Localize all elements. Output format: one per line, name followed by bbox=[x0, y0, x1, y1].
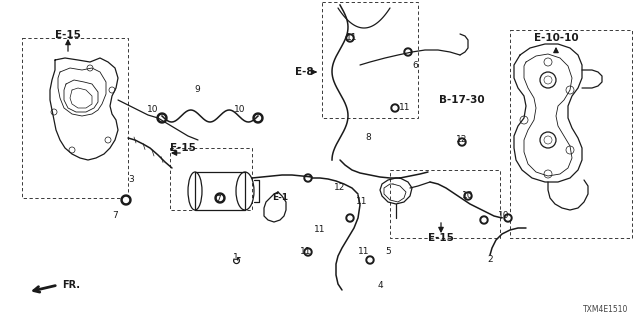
Text: 7: 7 bbox=[215, 196, 221, 204]
Polygon shape bbox=[466, 194, 470, 198]
Polygon shape bbox=[306, 250, 310, 254]
Polygon shape bbox=[215, 193, 225, 203]
Text: 5: 5 bbox=[385, 247, 391, 257]
Text: 11: 11 bbox=[356, 197, 368, 206]
Polygon shape bbox=[504, 214, 512, 222]
Text: 10: 10 bbox=[499, 212, 509, 220]
Polygon shape bbox=[406, 50, 410, 54]
Text: TXM4E1510: TXM4E1510 bbox=[582, 305, 628, 314]
Bar bbox=[322, 2, 418, 118]
Polygon shape bbox=[346, 214, 354, 222]
Polygon shape bbox=[121, 195, 131, 205]
Polygon shape bbox=[348, 216, 352, 220]
Polygon shape bbox=[124, 197, 129, 203]
Text: ↺: ↺ bbox=[231, 257, 241, 267]
Polygon shape bbox=[304, 174, 312, 182]
Polygon shape bbox=[366, 256, 374, 264]
Polygon shape bbox=[464, 192, 472, 200]
Text: E-8: E-8 bbox=[294, 67, 314, 77]
Text: E-1: E-1 bbox=[272, 194, 288, 203]
Text: 11: 11 bbox=[358, 247, 370, 257]
Text: 9: 9 bbox=[194, 85, 200, 94]
Text: 6: 6 bbox=[412, 60, 418, 69]
Polygon shape bbox=[460, 140, 464, 144]
Text: 12: 12 bbox=[456, 135, 468, 145]
Text: B-17-30: B-17-30 bbox=[439, 95, 485, 105]
Bar bbox=[510, 30, 632, 238]
Bar bbox=[22, 38, 128, 198]
Polygon shape bbox=[368, 258, 372, 262]
Text: E-15: E-15 bbox=[170, 143, 196, 153]
Text: 11: 11 bbox=[314, 226, 326, 235]
Polygon shape bbox=[404, 48, 412, 56]
Polygon shape bbox=[255, 116, 260, 121]
Text: 8: 8 bbox=[365, 133, 371, 142]
Polygon shape bbox=[458, 138, 466, 146]
Polygon shape bbox=[304, 248, 312, 256]
Bar bbox=[170, 148, 252, 210]
Text: 2: 2 bbox=[487, 255, 493, 265]
Text: 3: 3 bbox=[128, 175, 134, 185]
Text: 10: 10 bbox=[234, 106, 246, 115]
Polygon shape bbox=[306, 176, 310, 180]
Text: FR.: FR. bbox=[62, 280, 80, 290]
Polygon shape bbox=[346, 34, 354, 42]
Polygon shape bbox=[506, 216, 510, 220]
Polygon shape bbox=[157, 113, 167, 123]
Polygon shape bbox=[480, 216, 488, 224]
Polygon shape bbox=[393, 106, 397, 110]
Polygon shape bbox=[253, 113, 263, 123]
Text: 11: 11 bbox=[346, 34, 358, 43]
Text: 10: 10 bbox=[462, 190, 474, 199]
Text: 11: 11 bbox=[300, 247, 312, 257]
Polygon shape bbox=[218, 196, 223, 201]
Text: E-10-10: E-10-10 bbox=[534, 33, 579, 43]
Polygon shape bbox=[391, 104, 399, 112]
Text: 7: 7 bbox=[112, 211, 118, 220]
Text: 1: 1 bbox=[233, 253, 239, 262]
Polygon shape bbox=[482, 218, 486, 222]
Text: E-15: E-15 bbox=[55, 30, 81, 40]
Text: 12: 12 bbox=[334, 183, 346, 193]
Text: 11: 11 bbox=[399, 103, 411, 113]
Text: E-15: E-15 bbox=[428, 233, 454, 243]
Text: 10: 10 bbox=[147, 106, 159, 115]
Bar bbox=[390, 170, 500, 238]
Polygon shape bbox=[159, 116, 164, 121]
Polygon shape bbox=[348, 36, 352, 40]
Text: 4: 4 bbox=[377, 282, 383, 291]
